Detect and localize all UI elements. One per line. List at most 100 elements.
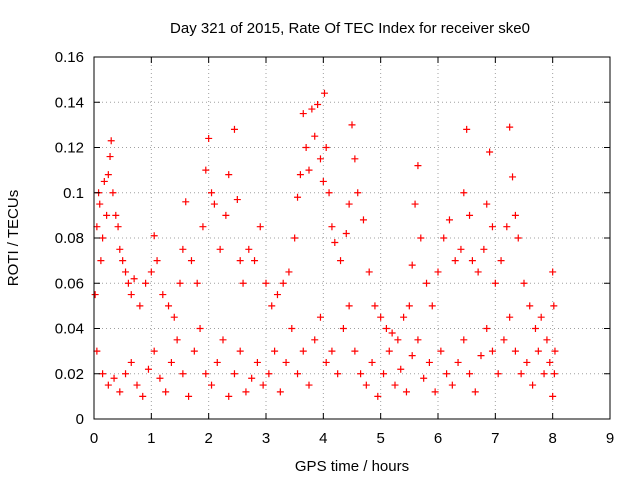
- data-point: [328, 347, 336, 355]
- data-point: [443, 370, 451, 378]
- data-point: [100, 177, 108, 185]
- data-point: [122, 268, 130, 276]
- data-point: [107, 137, 115, 145]
- data-point: [408, 261, 416, 269]
- data-point: [245, 245, 253, 253]
- grid-lines: [94, 57, 610, 419]
- data-point: [466, 211, 474, 219]
- data-point: [104, 381, 112, 389]
- data-point: [423, 279, 431, 287]
- data-point: [219, 336, 227, 344]
- data-point: [150, 347, 158, 355]
- data-point: [124, 279, 132, 287]
- data-point: [99, 234, 107, 242]
- data-point: [259, 381, 267, 389]
- x-tick-label: 9: [606, 430, 614, 447]
- data-point: [480, 245, 488, 253]
- data-point: [325, 189, 333, 197]
- data-point: [271, 347, 279, 355]
- data-point: [483, 325, 491, 332]
- data-point: [233, 196, 241, 204]
- data-point: [497, 257, 505, 265]
- data-point: [428, 302, 436, 310]
- data-point: [351, 155, 359, 163]
- data-point: [337, 257, 345, 265]
- data-point: [302, 144, 310, 151]
- data-point: [408, 352, 416, 360]
- data-point: [377, 313, 385, 321]
- data-point: [506, 123, 514, 131]
- data-point: [488, 223, 496, 231]
- data-point: [182, 198, 190, 206]
- data-point: [316, 313, 324, 321]
- data-point: [142, 279, 150, 287]
- data-point: [529, 381, 537, 389]
- data-point: [256, 223, 264, 231]
- data-point: [230, 370, 238, 378]
- data-point: [491, 279, 499, 287]
- data-point: [488, 347, 496, 355]
- y-tick-label: 0: [76, 411, 84, 428]
- y-tick-label: 0.12: [55, 140, 84, 157]
- data-point: [400, 313, 408, 321]
- data-point: [202, 166, 210, 174]
- data-point: [371, 302, 379, 310]
- data-point: [531, 325, 539, 332]
- x-tick-label: 7: [491, 430, 499, 447]
- data-point: [402, 388, 410, 396]
- data-point: [248, 374, 256, 382]
- data-point: [116, 388, 124, 396]
- data-point: [316, 155, 324, 163]
- data-point: [99, 370, 107, 378]
- data-point: [208, 381, 216, 389]
- data-point: [165, 302, 173, 310]
- data-point: [265, 370, 273, 378]
- data-point: [205, 134, 213, 142]
- data-point: [414, 162, 422, 170]
- data-point: [230, 125, 238, 133]
- data-point: [196, 325, 204, 332]
- data-point: [305, 381, 313, 389]
- chart-title: Day 321 of 2015, Rate Of TEC Index for r…: [170, 20, 530, 37]
- data-point: [190, 347, 198, 355]
- y-tick-label: 0.14: [55, 94, 84, 111]
- data-point: [411, 200, 419, 208]
- data-point: [268, 302, 276, 310]
- data-point: [437, 347, 445, 355]
- data-point: [514, 234, 522, 242]
- data-point: [509, 173, 517, 181]
- data-point: [122, 370, 130, 378]
- data-point: [210, 200, 218, 208]
- data-point: [276, 388, 284, 396]
- data-point: [486, 148, 494, 156]
- data-point: [500, 336, 508, 344]
- data-point: [170, 313, 178, 321]
- data-point: [448, 381, 456, 389]
- data-point: [368, 358, 376, 366]
- x-tick-label: 8: [548, 430, 556, 447]
- y-tick-label: 0.08: [55, 230, 84, 247]
- data-point: [294, 370, 302, 378]
- data-point: [127, 291, 135, 299]
- data-point: [549, 392, 557, 400]
- data-point: [162, 388, 170, 396]
- y-tick-labels: 0 0.02 0.04 0.06 0.08 0.1 0.12 0.14 0.16: [55, 49, 84, 428]
- data-point: [104, 171, 112, 179]
- data-point: [474, 268, 482, 276]
- data-point: [299, 347, 307, 355]
- data-point: [319, 177, 327, 185]
- data-point: [503, 223, 511, 231]
- data-point: [466, 370, 474, 378]
- data-point: [434, 268, 442, 276]
- data-point: [523, 358, 531, 366]
- data-point: [299, 110, 307, 118]
- data-point: [540, 370, 548, 378]
- data-point: [279, 279, 287, 287]
- data-point: [440, 234, 448, 242]
- x-tick-labels: 0 1 2 3 4 5 6 7 8 9: [90, 430, 614, 447]
- data-point: [506, 313, 514, 321]
- data-point: [420, 374, 428, 382]
- data-point: [546, 358, 554, 366]
- data-point: [193, 279, 201, 287]
- data-point: [296, 171, 304, 179]
